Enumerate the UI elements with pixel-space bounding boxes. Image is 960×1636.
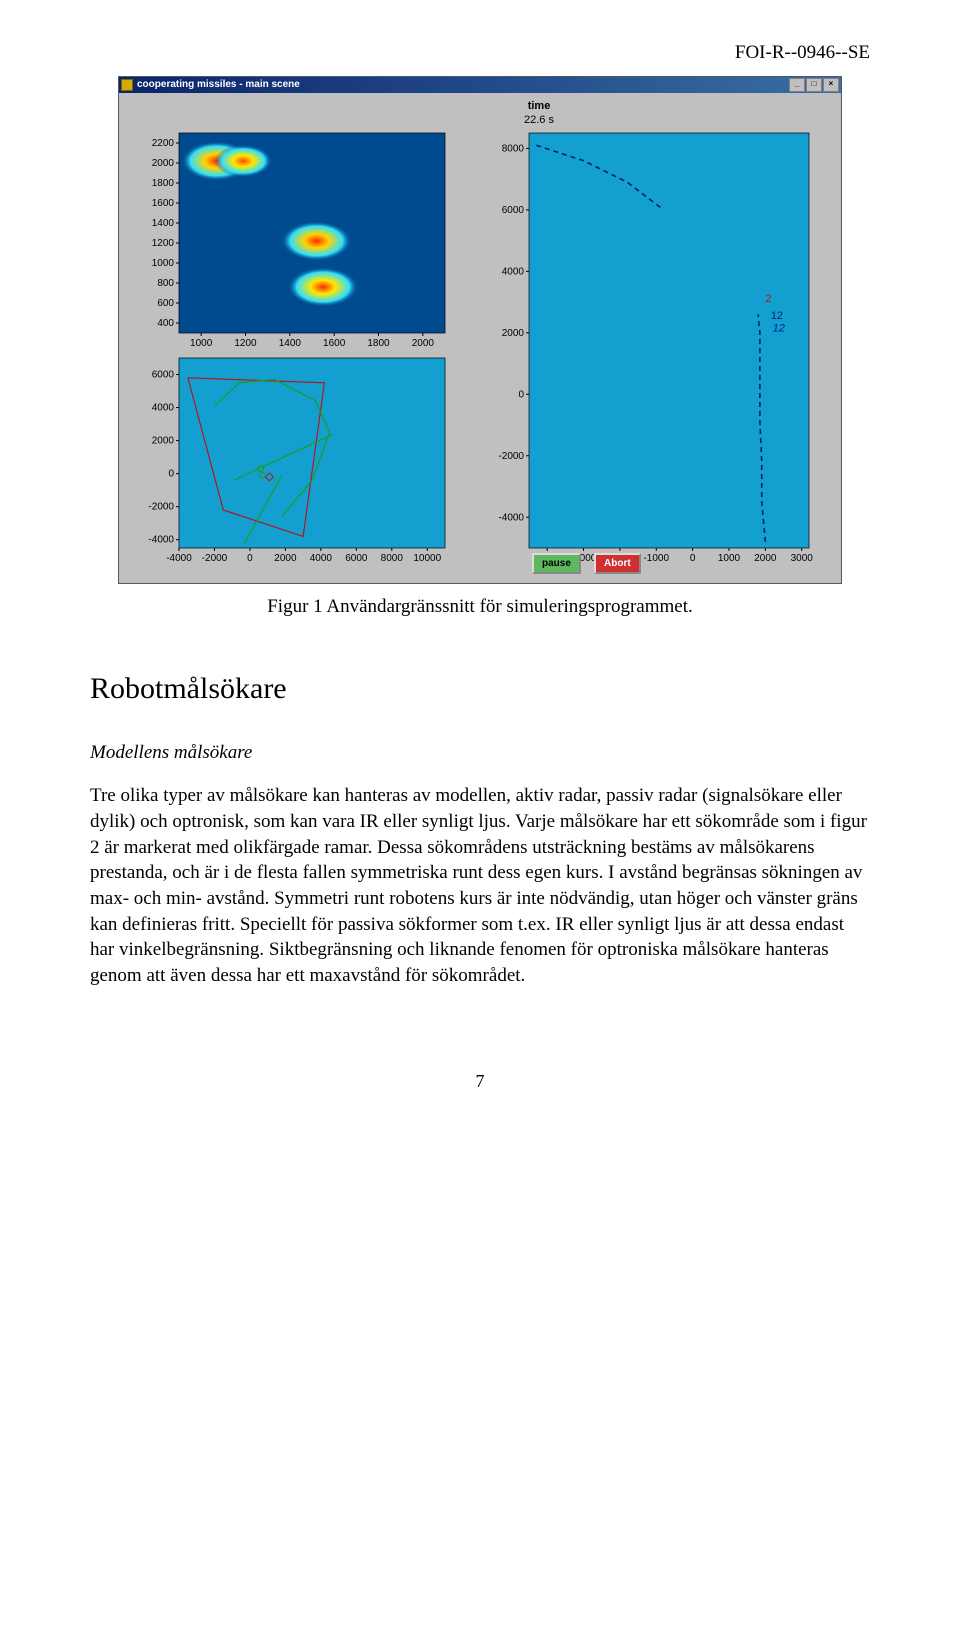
- svg-text:2000: 2000: [152, 158, 175, 169]
- svg-text:6000: 6000: [152, 369, 175, 380]
- simulation-window: cooperating missiles - main scene _ □ × …: [118, 76, 842, 584]
- svg-text:2000: 2000: [274, 553, 297, 564]
- svg-text:2: 2: [765, 293, 771, 305]
- svg-text:1000: 1000: [718, 553, 741, 564]
- svg-text:4000: 4000: [502, 266, 525, 277]
- close-button[interactable]: ×: [823, 78, 839, 92]
- minimize-button[interactable]: _: [789, 78, 805, 92]
- svg-text:2000: 2000: [502, 327, 525, 338]
- svg-text:-4000: -4000: [148, 534, 174, 545]
- geometry-plot: -4000 -2000 0 2000 4000 6000 -4000 -2000 0 2000 40…: [139, 352, 451, 566]
- heatmap-plot: 400 600 800 1000 1200 1400 1600 1800 2000 2200 100…: [139, 127, 451, 351]
- svg-text:2000: 2000: [412, 338, 435, 349]
- svg-text:10000: 10000: [413, 553, 441, 564]
- svg-text:1000: 1000: [190, 338, 213, 349]
- svg-text:2000: 2000: [754, 553, 777, 564]
- window-title: cooperating missiles - main scene: [137, 78, 789, 92]
- figure-area: time 22.6 s 4006008001000120014001600180…: [119, 93, 841, 583]
- svg-text:1600: 1600: [323, 338, 346, 349]
- svg-text:6000: 6000: [345, 553, 368, 564]
- svg-text:800: 800: [157, 278, 174, 289]
- svg-text:12: 12: [771, 310, 783, 322]
- svg-text:0: 0: [168, 468, 174, 479]
- window-titlebar: cooperating missiles - main scene _ □ ×: [119, 77, 841, 93]
- svg-text:1400: 1400: [152, 218, 175, 229]
- figure-caption: Figur 1 Användargränssnitt för simulerin…: [90, 594, 870, 620]
- time-readout: time 22.6 s: [479, 99, 599, 129]
- svg-text:8000: 8000: [502, 143, 525, 154]
- body-paragraph: Tre olika typer av målsökare kan hantera…: [90, 783, 870, 988]
- svg-text:600: 600: [157, 298, 174, 309]
- svg-text:-1000: -1000: [643, 553, 669, 564]
- svg-text:-2000: -2000: [202, 553, 228, 564]
- maximize-button[interactable]: □: [806, 78, 822, 92]
- svg-text:6000: 6000: [502, 204, 525, 215]
- svg-text:1200: 1200: [234, 338, 257, 349]
- svg-text:1000: 1000: [152, 258, 175, 269]
- app-icon: [121, 79, 133, 91]
- svg-text:4000: 4000: [310, 553, 333, 564]
- svg-text:-4000: -4000: [498, 512, 524, 523]
- document-id: FOI-R--0946--SE: [90, 40, 870, 66]
- svg-text:1200: 1200: [152, 238, 175, 249]
- svg-text:0: 0: [247, 553, 253, 564]
- svg-text:400: 400: [157, 318, 174, 329]
- trajectory-plot: -4000-200002000400060008000-4000-3000-20…: [487, 127, 815, 566]
- svg-text:1800: 1800: [367, 338, 390, 349]
- svg-text:-4000: -4000: [166, 553, 192, 564]
- svg-text:1600: 1600: [152, 198, 175, 209]
- section-heading: Robotmålsökare: [90, 669, 870, 710]
- svg-text:1800: 1800: [152, 178, 175, 189]
- subsection-heading: Modellens målsökare: [90, 740, 870, 766]
- svg-text:4000: 4000: [152, 402, 175, 413]
- pause-button[interactable]: pause: [532, 553, 581, 575]
- svg-text:0: 0: [518, 389, 524, 400]
- svg-text:12: 12: [773, 322, 785, 334]
- svg-text:-2000: -2000: [148, 501, 174, 512]
- time-label: time: [479, 99, 599, 114]
- svg-text:0: 0: [690, 553, 696, 564]
- svg-text:1400: 1400: [279, 338, 302, 349]
- svg-text:2200: 2200: [152, 138, 175, 149]
- svg-text:-2000: -2000: [498, 450, 524, 461]
- svg-text:3000: 3000: [791, 553, 814, 564]
- svg-text:2000: 2000: [152, 435, 175, 446]
- svg-text:8000: 8000: [381, 553, 404, 564]
- page-number: 7: [90, 1069, 870, 1093]
- abort-button[interactable]: Abort: [594, 553, 641, 575]
